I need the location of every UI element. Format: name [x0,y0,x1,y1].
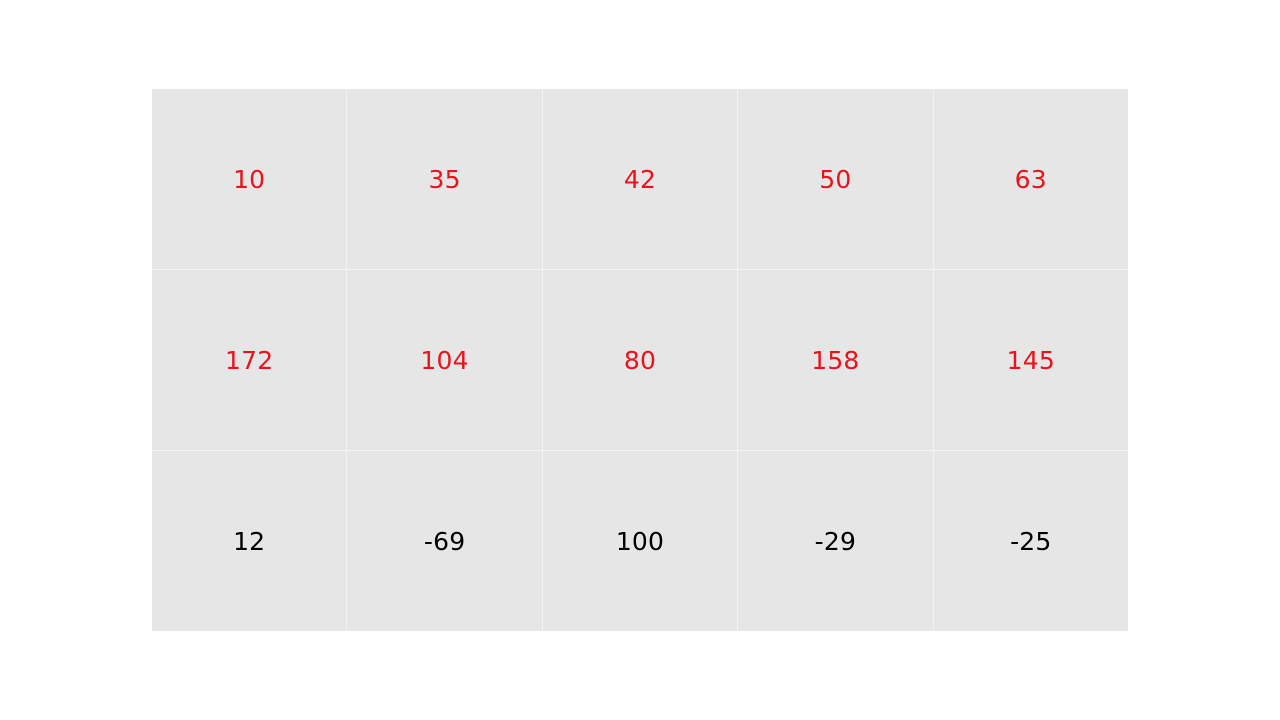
grid-cell: 10 [152,89,347,269]
grid-cell: -69 [347,451,542,631]
grid-cell: 12 [152,451,347,631]
grid-cell: 80 [542,270,738,450]
grid-cell: -29 [738,451,933,631]
grid-cell: 104 [347,270,542,450]
grid-cell: -25 [933,451,1128,631]
grid-cell: 145 [933,270,1128,450]
grid-cell: 100 [542,451,738,631]
grid-cell: 158 [738,270,933,450]
number-grid: 10 35 42 50 63 172 104 80 158 145 12 -69… [152,89,1128,631]
grid-cell: 63 [933,89,1128,269]
grid-cell: 172 [152,270,347,450]
grid-cell: 35 [347,89,542,269]
grid-cell: 42 [542,89,738,269]
grid-cell: 50 [738,89,933,269]
